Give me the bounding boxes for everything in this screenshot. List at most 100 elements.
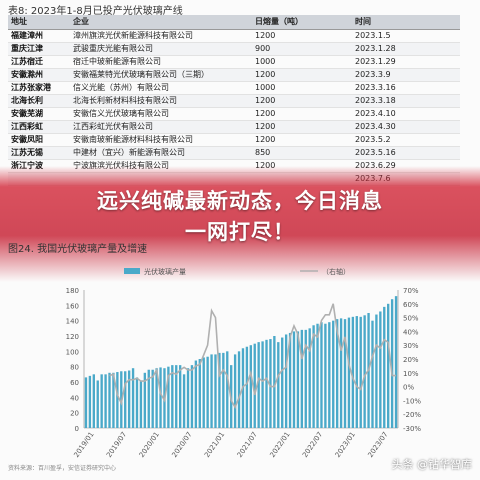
bar: [296, 331, 300, 428]
bar: [124, 371, 127, 428]
right-tick-label: 20%: [403, 356, 419, 364]
bar: [351, 316, 355, 428]
bar: [281, 337, 284, 428]
bar: [155, 368, 158, 428]
cell-date: 2023.3.18: [352, 94, 460, 108]
figure-source: 资料来源：百川盈孚，安信证券研究中心: [8, 465, 117, 472]
x-tick-label: 2023/07: [366, 431, 389, 459]
glass-output-chart: 光伏玻璃产量 （右轴） 0 20 40 60 80 100 120 140 160 180 -30% -2…: [66, 267, 422, 459]
bar: [202, 357, 205, 428]
legend-line-label: （右轴）: [322, 267, 350, 276]
left-tick-label: 0: [75, 425, 79, 433]
table-row: 安徽滁州 安徽福莱特光伏玻璃有限公司（三期） 1200 2023.3.9: [8, 68, 460, 82]
bar: [127, 370, 131, 428]
x-tick-label: 2020/07: [170, 431, 193, 459]
cell-capacity: 1200: [252, 107, 352, 121]
x-tick-label: 2020/01: [138, 431, 161, 459]
cell-date: 2023.1.29: [352, 55, 460, 69]
bar: [147, 369, 150, 428]
cell-company: 安徽南玻新能源材料科技有限公司: [70, 133, 252, 147]
table-row: 江苏无锡 中建材（宜兴）新能源有限公司 850 2023.5.16: [8, 146, 460, 160]
cell-company: 宿迁中玻新能源有限公司: [70, 55, 252, 69]
header-date: 时间: [352, 15, 460, 30]
bar: [383, 306, 386, 428]
bar: [269, 339, 272, 428]
bar: [363, 315, 366, 428]
right-tick-label: 10%: [403, 370, 419, 378]
bar: [390, 299, 394, 428]
bar: [237, 351, 241, 428]
right-tick-label: 40%: [403, 328, 419, 336]
table-row: 江苏宿迁 宿迁中玻新能源有限公司 1000 2023.1.29: [8, 55, 460, 69]
bar: [96, 380, 99, 428]
cell-address: 江苏宿迁: [8, 55, 70, 69]
bar: [292, 331, 296, 428]
cell-company: 中建材（宜兴）新能源有限公司: [70, 146, 252, 160]
cell-date: 2023.3.16: [352, 81, 460, 95]
cell-capacity: 1200: [252, 68, 352, 82]
bar: [277, 342, 280, 428]
cell-date: 2023.5.2: [352, 133, 460, 147]
bar: [308, 328, 311, 428]
bar: [210, 354, 213, 428]
bar: [273, 336, 276, 428]
bar: [253, 343, 256, 428]
headline-line-2: 一网打尽！: [185, 220, 295, 244]
x-tick-label: 2019/01: [72, 431, 95, 459]
table-row: 重庆江津 武骏重庆光能有限公司 900 2023.1.28: [8, 42, 460, 56]
bar: [175, 365, 178, 428]
cell-date: 2023.5.16: [352, 146, 460, 160]
left-tick-label: 80: [70, 364, 79, 372]
cell-address: 安徽凤阳: [8, 133, 70, 147]
bar: [186, 368, 190, 428]
table-row: 福建漳州 漳州旗滨光伏新能源科技有限公司 1200 2023.1.5: [8, 29, 460, 43]
cell-capacity: 850: [252, 146, 352, 160]
left-tick-label: 40: [70, 394, 79, 402]
bar: [108, 372, 111, 428]
right-tick-label: -10%: [403, 397, 421, 405]
bar: [116, 372, 119, 428]
table-header-row: 地址 企业 日熔量（吨） 时间: [8, 15, 460, 30]
cell-company: 北海长利新材料科技有限公司: [70, 94, 252, 108]
cell-address: 江苏无锡: [8, 146, 70, 160]
bar: [343, 319, 347, 428]
cell-company: 武骏重庆光能有限公司: [70, 42, 252, 56]
bar: [226, 351, 229, 428]
legend-bar-label: 光伏玻璃产量: [144, 267, 186, 276]
cell-capacity: 1200: [252, 120, 352, 134]
bar: [332, 320, 335, 428]
header-address: 地址: [8, 15, 70, 30]
left-tick-label: 100: [66, 348, 79, 356]
table-row: 安徽凤阳 安徽南玻新能源材料科技有限公司 1200 2023.5.2: [8, 133, 460, 147]
cell-address: 重庆江津: [8, 42, 70, 56]
bar: [371, 320, 374, 428]
bar: [288, 332, 292, 428]
bar: [159, 367, 162, 428]
header-capacity: 日熔量（吨）: [252, 15, 352, 30]
bar: [233, 354, 237, 428]
bar: [88, 375, 92, 428]
cell-date: 2023.1.5: [352, 29, 460, 43]
bar: [198, 359, 201, 428]
bar: [300, 329, 304, 428]
bar: [249, 345, 252, 428]
bar: [206, 356, 209, 428]
bar: [394, 296, 398, 428]
watermark: 头条 @钻华智库: [391, 458, 473, 471]
cell-company: 安徽福莱特光伏玻璃有限公司（三期）: [70, 68, 252, 82]
bar: [178, 365, 182, 428]
left-tick-label: 180: [66, 287, 79, 295]
growth-line: [109, 303, 396, 410]
bar: [171, 365, 174, 428]
bar: [257, 342, 260, 428]
table-row: 江西彩虹 江西彩虹光伏有限公司 1200 2023.4.30: [8, 120, 460, 134]
bar: [304, 329, 307, 428]
cell-company: 安徽信义光伏玻璃有限公司: [70, 107, 252, 121]
left-tick-label: 160: [66, 302, 79, 310]
bar: [265, 339, 268, 428]
right-tick-label: 30%: [403, 342, 419, 350]
bar: [222, 352, 225, 428]
cell-capacity: 900: [252, 42, 352, 56]
cell-capacity: 1200: [252, 94, 352, 108]
bar: [112, 372, 115, 428]
